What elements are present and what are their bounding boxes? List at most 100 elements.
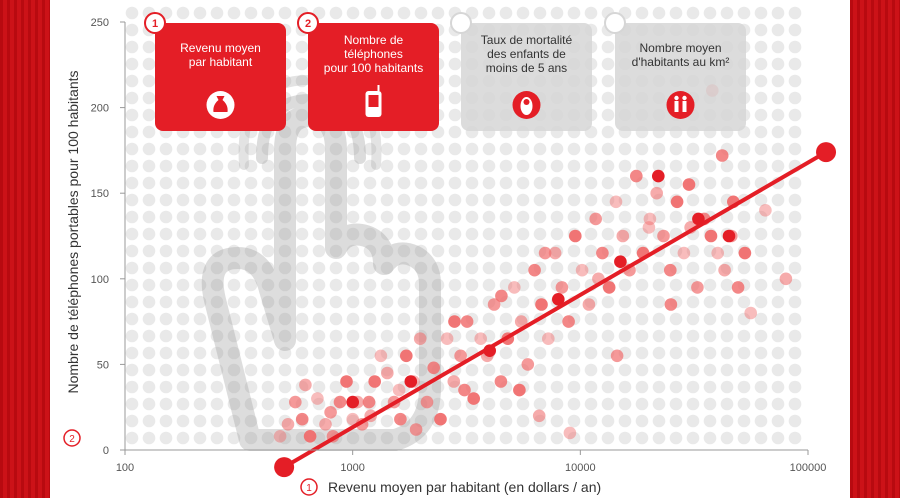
data-point[interactable]	[427, 361, 441, 375]
tile-label-line: d'habitants au km²	[632, 55, 730, 69]
y-tick-label: 50	[97, 359, 109, 371]
data-point[interactable]	[281, 418, 295, 431]
trend-end-handle[interactable]	[816, 142, 837, 163]
y-axis-title: Nombre de téléphones portables pour 100 …	[65, 71, 81, 394]
data-point[interactable]	[409, 423, 423, 436]
data-point[interactable]	[448, 315, 461, 328]
data-point[interactable]	[642, 221, 656, 234]
data-point[interactable]	[575, 263, 589, 277]
data-point[interactable]	[440, 332, 454, 346]
data-point[interactable]	[474, 332, 488, 346]
data-point[interactable]	[555, 281, 569, 294]
data-point[interactable]	[521, 358, 535, 371]
data-point[interactable]	[487, 298, 501, 311]
data-point[interactable]	[508, 281, 521, 294]
data-point[interactable]	[538, 246, 552, 260]
tile-badge	[604, 12, 626, 34]
data-point[interactable]	[677, 246, 691, 260]
data-point[interactable]	[394, 412, 407, 426]
data-point[interactable]	[494, 375, 508, 388]
data-point[interactable]	[616, 229, 630, 243]
data-point[interactable]	[324, 406, 337, 419]
data-point[interactable]	[495, 289, 508, 303]
data-point[interactable]	[589, 212, 602, 226]
data-point[interactable]	[548, 246, 562, 260]
data-point[interactable]	[609, 195, 623, 209]
data-point[interactable]	[413, 332, 427, 346]
data-point[interactable]	[303, 430, 317, 443]
data-point[interactable]	[467, 392, 481, 405]
data-point[interactable]	[374, 349, 388, 363]
data-point[interactable]	[514, 315, 528, 328]
data-point[interactable]	[458, 383, 471, 397]
data-point[interactable]	[513, 383, 526, 397]
data-point[interactable]	[299, 378, 312, 392]
y-tick-label: 250	[91, 17, 109, 29]
data-point[interactable]	[528, 263, 541, 277]
data-point[interactable]	[657, 229, 670, 243]
data-point[interactable]	[711, 246, 724, 260]
data-point[interactable]	[420, 395, 434, 409]
data-point-highlight[interactable]	[692, 212, 705, 226]
trend-start-handle[interactable]	[274, 457, 295, 478]
data-point[interactable]	[715, 149, 729, 162]
data-point-highlight[interactable]	[652, 169, 665, 183]
data-point[interactable]	[532, 409, 546, 423]
data-point[interactable]	[289, 395, 302, 409]
data-point[interactable]	[582, 298, 596, 311]
data-point[interactable]	[670, 195, 684, 209]
data-point[interactable]	[447, 375, 461, 388]
data-point[interactable]	[643, 212, 657, 226]
data-point[interactable]	[311, 392, 324, 405]
data-point[interactable]	[295, 412, 309, 426]
data-point[interactable]	[542, 332, 555, 346]
data-point[interactable]	[738, 246, 752, 260]
data-point[interactable]	[744, 306, 757, 320]
data-point-highlight[interactable]	[404, 375, 418, 388]
data-point[interactable]	[602, 281, 616, 294]
data-point-highlight[interactable]	[552, 293, 565, 306]
data-point-highlight[interactable]	[346, 395, 360, 409]
data-point[interactable]	[368, 375, 382, 388]
tile-label-line: par habitant	[189, 55, 253, 69]
data-point[interactable]	[333, 395, 347, 409]
y-axis-badge-label: 2	[69, 434, 75, 445]
data-point[interactable]	[779, 272, 793, 286]
data-point[interactable]	[562, 315, 575, 328]
x-tick-label: 100	[116, 462, 134, 474]
data-point[interactable]	[362, 395, 376, 409]
data-point[interactable]	[273, 430, 287, 443]
data-point[interactable]	[381, 366, 394, 380]
data-point[interactable]	[664, 298, 678, 311]
data-points	[273, 84, 793, 443]
data-point[interactable]	[346, 412, 360, 426]
data-point[interactable]	[535, 298, 548, 311]
data-point[interactable]	[682, 178, 696, 191]
data-point[interactable]	[434, 412, 447, 426]
data-point[interactable]	[596, 246, 609, 260]
data-point[interactable]	[630, 169, 643, 183]
data-point-highlight[interactable]	[614, 255, 627, 268]
data-point[interactable]	[731, 281, 745, 294]
data-point[interactable]	[392, 383, 406, 397]
data-point[interactable]	[400, 349, 413, 363]
data-point-highlight[interactable]	[722, 229, 736, 243]
data-point[interactable]	[759, 204, 772, 217]
data-point[interactable]	[454, 349, 467, 363]
data-point[interactable]	[569, 229, 582, 243]
data-point[interactable]	[718, 263, 731, 277]
data-point[interactable]	[340, 375, 353, 388]
data-point[interactable]	[460, 315, 474, 328]
data-point[interactable]	[704, 229, 718, 243]
data-point[interactable]	[664, 263, 677, 277]
data-point[interactable]	[563, 426, 577, 440]
data-point[interactable]	[610, 349, 624, 363]
data-point[interactable]	[650, 186, 663, 200]
data-point[interactable]	[691, 281, 704, 294]
data-point[interactable]	[319, 418, 332, 431]
